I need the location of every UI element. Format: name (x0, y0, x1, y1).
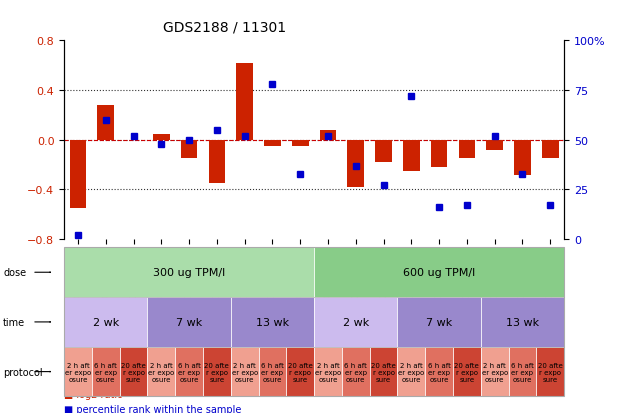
Text: 20 afte
r expo
sure: 20 afte r expo sure (371, 362, 396, 382)
Bar (153, 134, 170, 140)
Text: 2 h aft
er expo
osure: 2 h aft er expo osure (315, 362, 341, 382)
Bar (487, 140, 503, 150)
Bar (208, 140, 225, 184)
Text: 7 wk: 7 wk (426, 317, 452, 327)
Text: 2 h aft
er expo
osure: 2 h aft er expo osure (481, 362, 508, 382)
Text: 2 h aft
er expo
osure: 2 h aft er expo osure (398, 362, 424, 382)
Text: ■ log2 ratio: ■ log2 ratio (64, 389, 123, 399)
Text: GDS2188 / 11301: GDS2188 / 11301 (163, 21, 286, 35)
Text: 6 h aft
er exp
osure: 6 h aft er exp osure (261, 362, 284, 382)
Bar (347, 140, 364, 188)
Text: dose: dose (3, 268, 26, 278)
Bar (181, 140, 197, 159)
Bar (542, 140, 558, 159)
Text: time: time (3, 317, 26, 327)
Text: 20 afte
r expo
sure: 20 afte r expo sure (454, 362, 479, 382)
Text: 13 wk: 13 wk (506, 317, 539, 327)
Text: 20 afte
r expo
sure: 20 afte r expo sure (204, 362, 229, 382)
Text: 20 afte
r expo
sure: 20 afte r expo sure (288, 362, 313, 382)
Bar (375, 140, 392, 163)
Bar (320, 131, 337, 140)
Text: 6 h aft
er exp
osure: 6 h aft er exp osure (428, 362, 451, 382)
Bar (431, 140, 447, 168)
Text: ■ percentile rank within the sample: ■ percentile rank within the sample (64, 404, 242, 413)
Text: 20 afte
r expo
sure: 20 afte r expo sure (538, 362, 563, 382)
Bar (458, 140, 475, 159)
Bar (237, 64, 253, 140)
Text: 2 wk: 2 wk (93, 317, 119, 327)
Bar (403, 140, 420, 171)
Text: 300 ug TPM/l: 300 ug TPM/l (153, 268, 225, 278)
Text: 6 h aft
er exp
osure: 6 h aft er exp osure (511, 362, 534, 382)
Text: 6 h aft
er exp
osure: 6 h aft er exp osure (344, 362, 367, 382)
Bar (97, 106, 114, 140)
Bar (514, 140, 531, 175)
Bar (264, 140, 281, 147)
Text: 20 afte
r expo
sure: 20 afte r expo sure (121, 362, 146, 382)
Text: 7 wk: 7 wk (176, 317, 202, 327)
Text: 2 h aft
er expo
osure: 2 h aft er expo osure (231, 362, 258, 382)
Text: 13 wk: 13 wk (256, 317, 289, 327)
Text: 2 wk: 2 wk (343, 317, 369, 327)
Text: 2 h aft
er expo
osure: 2 h aft er expo osure (65, 362, 91, 382)
Text: 600 ug TPM/l: 600 ug TPM/l (403, 268, 475, 278)
Bar (70, 140, 87, 209)
Bar (292, 140, 308, 147)
Text: 6 h aft
er exp
osure: 6 h aft er exp osure (94, 362, 117, 382)
Text: protocol: protocol (3, 367, 43, 377)
Text: 2 h aft
er expo
osure: 2 h aft er expo osure (148, 362, 174, 382)
Text: 6 h aft
er exp
osure: 6 h aft er exp osure (178, 362, 201, 382)
